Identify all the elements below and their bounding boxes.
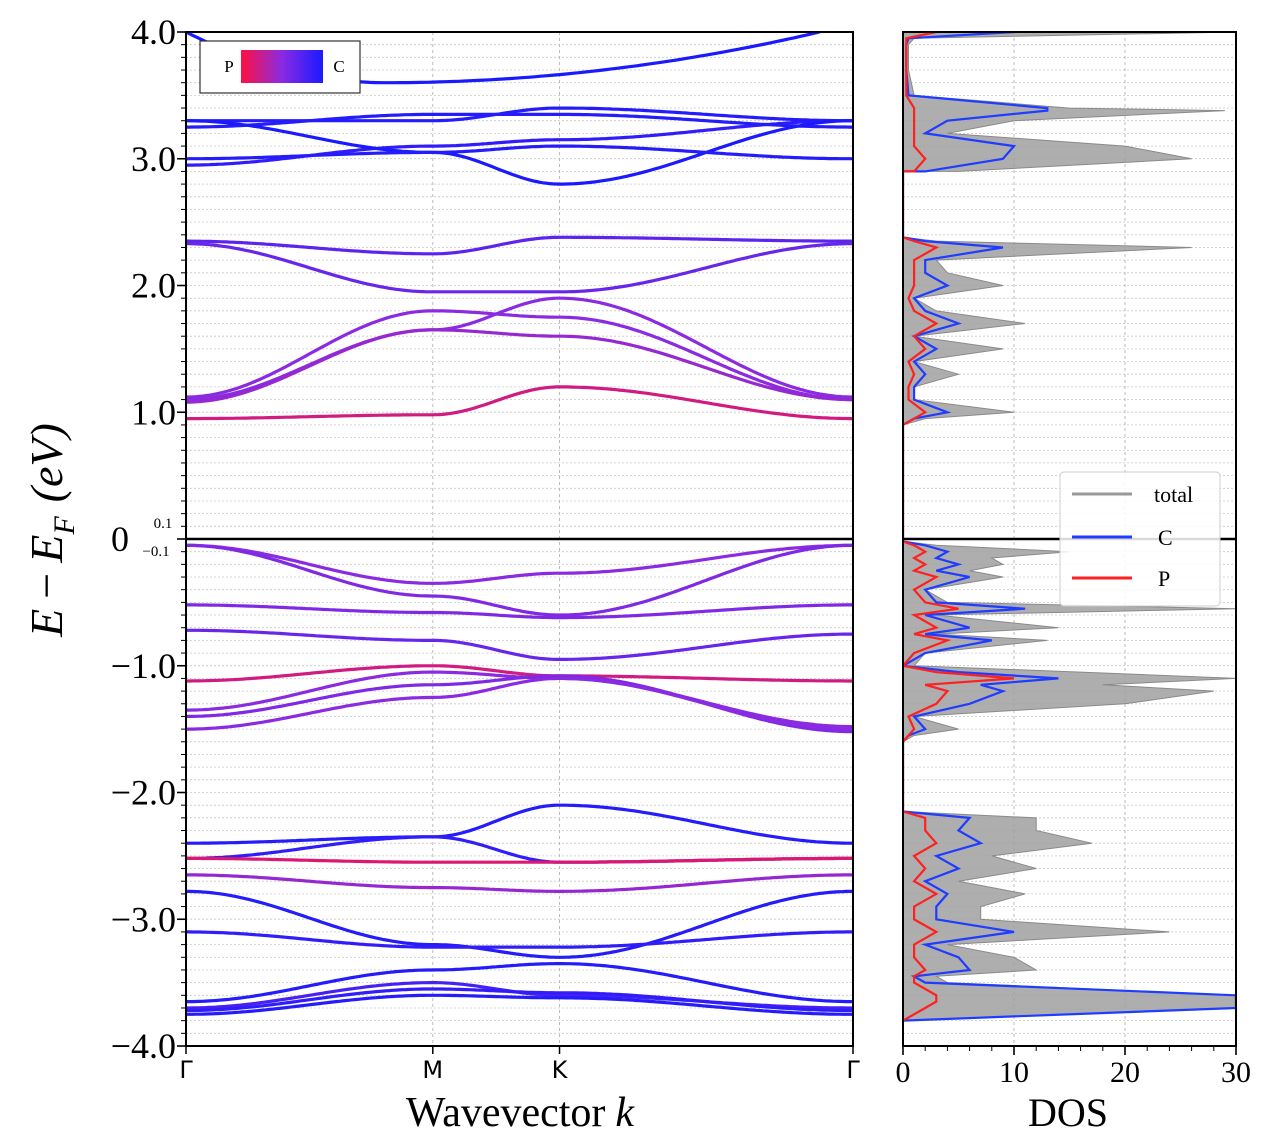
band-y-tick-label: −4.0 bbox=[111, 1026, 176, 1066]
band-line bbox=[186, 873, 853, 893]
band-line bbox=[186, 664, 853, 683]
band-y-tick-label: 2.0 bbox=[131, 266, 176, 306]
dos-x-tick-label: 10 bbox=[999, 1056, 1029, 1089]
band-x-label: Wavevector k bbox=[406, 1090, 636, 1136]
band-y-tick-label: 4.0 bbox=[131, 12, 176, 52]
colorbar-gradient bbox=[241, 50, 323, 83]
band-x-tick-label: Γ bbox=[846, 1056, 860, 1084]
dos-curves bbox=[903, 32, 1236, 1022]
y-label-EF: E bbox=[21, 535, 72, 564]
band-line bbox=[186, 628, 853, 661]
x-label-text: Wavevector bbox=[406, 1090, 606, 1136]
fermi-upper-label: 0.1 bbox=[154, 516, 173, 532]
band-line bbox=[186, 803, 853, 845]
band-line bbox=[186, 328, 853, 404]
legend-p-label: P bbox=[1158, 566, 1170, 591]
band-line bbox=[186, 242, 853, 294]
dos-x-tick-label: 20 bbox=[1110, 1056, 1140, 1089]
band-line bbox=[186, 543, 853, 617]
band-y-tick-label: 3.0 bbox=[131, 139, 176, 179]
band-y-tick-label: −2.0 bbox=[111, 773, 176, 813]
y-label-minus: − bbox=[21, 573, 72, 599]
band-line bbox=[186, 962, 853, 1004]
dos-x-axis: 0 10 20 30 bbox=[896, 1046, 1251, 1089]
band-y-label: E−EF(eV) bbox=[21, 423, 81, 638]
dos-axes-frame bbox=[902, 31, 1237, 1047]
dos-p-line bbox=[903, 32, 1015, 1022]
dos-panel: 0 10 20 30 DOS total C P bbox=[896, 31, 1251, 1135]
band-line bbox=[186, 235, 853, 256]
legend-c-label: C bbox=[1158, 525, 1173, 550]
y-label-F: F bbox=[48, 516, 81, 536]
dos-legend: total C P bbox=[1059, 471, 1221, 607]
band-y-tick-label: 0 bbox=[111, 519, 129, 559]
band-line bbox=[186, 889, 853, 959]
dos-x-tick-label: 0 bbox=[896, 1056, 911, 1089]
legend-total-label: total bbox=[1154, 482, 1193, 507]
dos-c-line bbox=[903, 32, 1236, 1022]
x-label-var: k bbox=[615, 1090, 635, 1136]
colorbar-left-label: P bbox=[224, 57, 233, 76]
band-x-tick-label: M bbox=[422, 1056, 443, 1084]
band-panel: 4.0 3.0 2.0 1.0 0 −1.0 −2.0 −3.0 −4.0 Γ M K Γ P C 0… bbox=[21, 12, 860, 1136]
band-line bbox=[186, 993, 853, 1016]
fermi-lower-label: −0.1 bbox=[142, 544, 169, 560]
band-x-tick-label: Γ bbox=[179, 1056, 193, 1084]
band-line bbox=[186, 385, 853, 421]
dos-x-label: DOS bbox=[1028, 1090, 1108, 1135]
dos-x-tick-label: 30 bbox=[1221, 1056, 1251, 1089]
band-lines bbox=[186, 32, 853, 1016]
band-line bbox=[186, 144, 853, 161]
colorbar-legend: P C bbox=[199, 40, 361, 94]
band-line bbox=[186, 119, 853, 186]
band-line bbox=[186, 856, 853, 864]
band-line bbox=[186, 309, 853, 402]
band-y-tick-label: −3.0 bbox=[111, 899, 176, 939]
y-label-unit: (eV) bbox=[21, 423, 72, 502]
y-label-E: E bbox=[21, 609, 72, 638]
band-line bbox=[186, 987, 853, 1013]
band-x-tick-label: K bbox=[552, 1056, 569, 1084]
band-y-tick-label: −1.0 bbox=[111, 646, 176, 686]
band-line bbox=[186, 676, 853, 731]
band-line bbox=[186, 930, 853, 949]
colorbar-right-label: C bbox=[333, 57, 344, 76]
band-y-tick-label: 1.0 bbox=[131, 392, 176, 432]
band-line bbox=[186, 543, 853, 586]
band-line bbox=[186, 603, 853, 620]
band-y-axis: 4.0 3.0 2.0 1.0 0 −1.0 −2.0 −3.0 −4.0 bbox=[111, 12, 186, 1066]
band-line bbox=[186, 106, 853, 123]
